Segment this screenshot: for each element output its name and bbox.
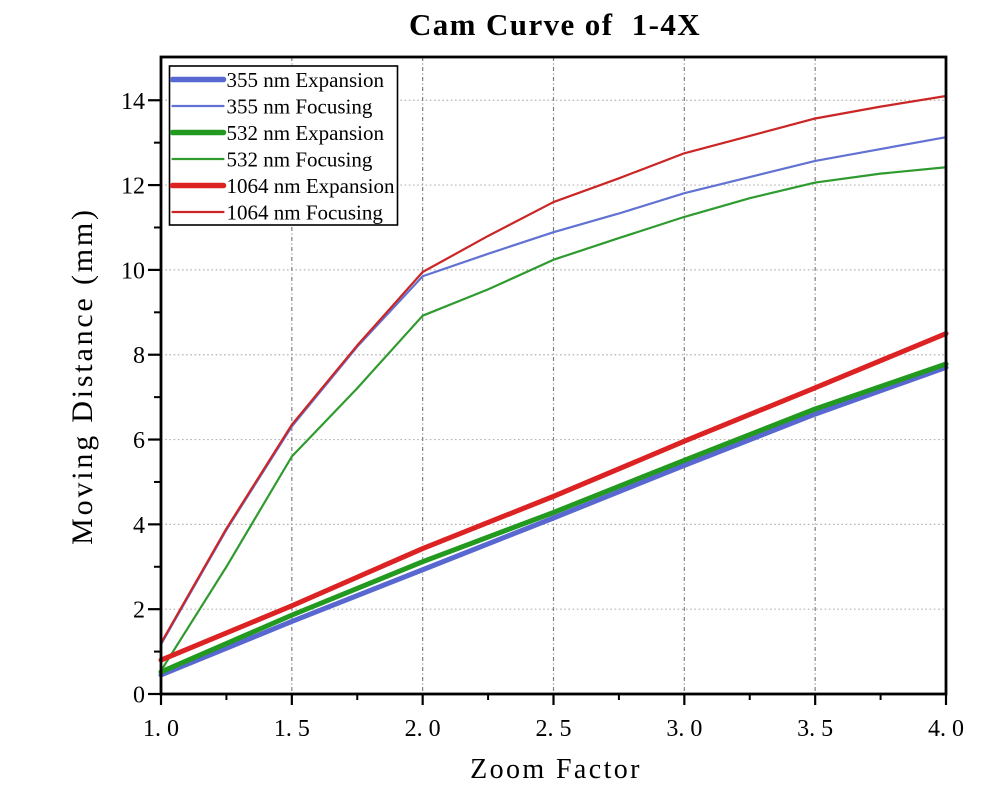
x-tick-label: 3. 0 [666, 716, 702, 742]
data-series [158, 94, 949, 678]
series-line-532-nm-focusing [159, 166, 948, 672]
y-tick-label: 10 [121, 258, 145, 284]
legend-entry-label: 1064 nm Expansion [227, 174, 395, 198]
legend-entry-label: 1064 nm Focusing [227, 201, 384, 225]
x-tick-label: 4. 0 [928, 716, 964, 742]
series-line-532-nm-expansion [158, 361, 949, 675]
chart-title: Cam Curve of 1-4X [409, 7, 701, 42]
x-tick-label: 2. 0 [405, 716, 441, 742]
axis-ticks [148, 99, 948, 705]
y-tick-label: 0 [133, 683, 145, 709]
y-tick-label: 6 [133, 428, 145, 454]
x-tick-label: 1. 0 [143, 716, 179, 742]
legend-box [168, 65, 399, 226]
series-line-355-nm-expansion [158, 364, 949, 678]
legend-entry-label: 532 nm Expansion [227, 121, 385, 145]
legend-entry-label: 355 nm Expansion [227, 68, 385, 92]
y-tick-label: 8 [133, 343, 145, 369]
y-tick-label: 4 [133, 513, 145, 539]
y-tick-label: 12 [121, 174, 145, 200]
series-line-1064-nm-expansion [158, 331, 949, 663]
legend-entry-label: 355 nm Focusing [227, 95, 373, 119]
y-axis-label: Moving Distance (mm) [66, 207, 99, 545]
series-line-1064-nm-focusing [159, 94, 948, 645]
tick-labels: 0 2 4 6 8 10 12 14 1. 0 1. 5 2. 0 2. 5 3. 0 3. 5 4. 0 [121, 89, 964, 742]
x-tick-label: 3. 5 [797, 716, 833, 742]
x-axis-label: Zoom Factor [470, 754, 642, 785]
x-tick-label: 2. 5 [536, 716, 572, 742]
x-tick-label: 1. 5 [274, 716, 310, 742]
y-tick-label: 14 [121, 89, 145, 115]
y-tick-label: 2 [133, 598, 145, 624]
legend-entry-label: 532 nm Focusing [227, 148, 373, 172]
